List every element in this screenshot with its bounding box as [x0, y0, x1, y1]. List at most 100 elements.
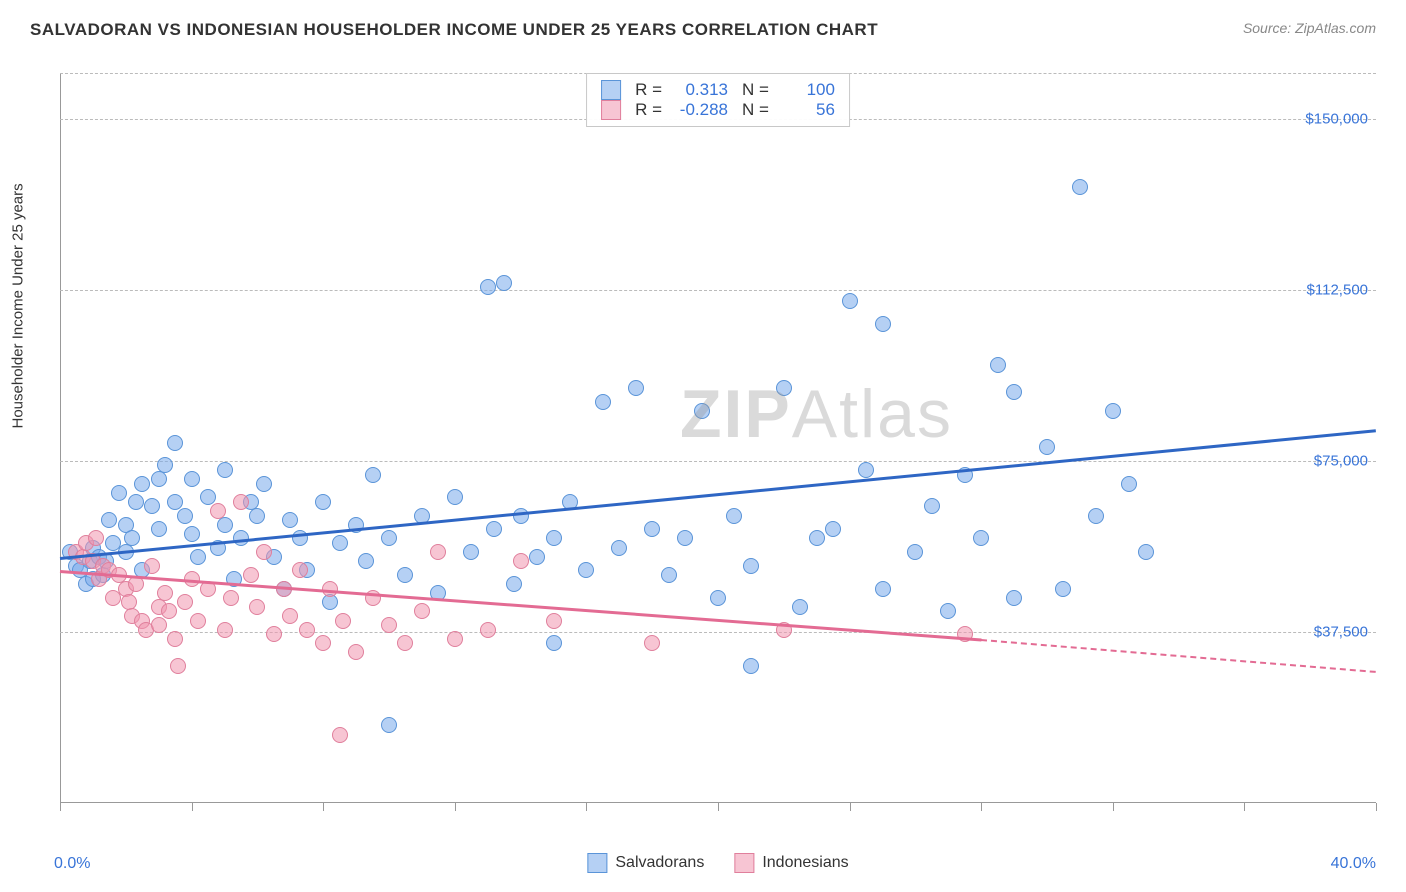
chart-area: $37,500$75,000$112,500$150,000 ZIPAtlas …	[60, 65, 1376, 835]
trend-line	[981, 639, 1376, 673]
source-label: Source: ZipAtlas.com	[1243, 20, 1376, 40]
stats-row-1: R = 0.313 N = 100	[601, 80, 835, 100]
y-tick-label: $112,500	[1307, 281, 1368, 298]
data-point	[1006, 384, 1022, 400]
data-point	[381, 617, 397, 633]
data-point	[1138, 544, 1154, 560]
trend-line	[60, 429, 1376, 560]
data-point	[825, 521, 841, 537]
data-point	[480, 622, 496, 638]
data-point	[88, 530, 104, 546]
x-label-left: 0.0%	[54, 855, 90, 873]
data-point	[776, 380, 792, 396]
data-point	[1006, 590, 1022, 606]
data-point	[381, 530, 397, 546]
x-tick	[850, 803, 851, 811]
data-point	[1121, 476, 1137, 492]
data-point	[124, 530, 140, 546]
legend-swatch-1	[587, 853, 607, 873]
data-point	[157, 457, 173, 473]
data-point	[628, 380, 644, 396]
data-point	[578, 562, 594, 578]
data-point	[595, 394, 611, 410]
data-point	[223, 590, 239, 606]
data-point	[677, 530, 693, 546]
x-label-right: 40.0%	[1331, 855, 1376, 873]
y-tick-label: $37,500	[1314, 623, 1368, 640]
data-point	[365, 467, 381, 483]
data-point	[447, 489, 463, 505]
data-point	[463, 544, 479, 560]
data-point	[282, 608, 298, 624]
n-value-1: 100	[777, 80, 835, 100]
x-tick	[192, 803, 193, 811]
x-tick	[981, 803, 982, 811]
data-point	[924, 498, 940, 514]
data-point	[161, 603, 177, 619]
data-point	[694, 403, 710, 419]
plot-region: $37,500$75,000$112,500$150,000	[60, 65, 1376, 835]
legend-label-2: Indonesians	[762, 854, 848, 872]
data-point	[144, 498, 160, 514]
data-point	[177, 594, 193, 610]
data-point	[710, 590, 726, 606]
stats-row-2: R = -0.288 N = 56	[601, 100, 835, 120]
data-point	[157, 585, 173, 601]
data-point	[217, 462, 233, 478]
data-point	[414, 603, 430, 619]
data-point	[167, 631, 183, 647]
data-point	[233, 494, 249, 510]
data-point	[480, 279, 496, 295]
x-tick	[1244, 803, 1245, 811]
data-point	[282, 512, 298, 528]
data-point	[546, 530, 562, 546]
data-point	[151, 617, 167, 633]
data-point	[644, 635, 660, 651]
x-tick	[586, 803, 587, 811]
data-point	[486, 521, 502, 537]
data-point	[332, 727, 348, 743]
data-point	[990, 357, 1006, 373]
data-point	[875, 581, 891, 597]
data-point	[726, 508, 742, 524]
data-point	[496, 275, 512, 291]
data-point	[644, 521, 660, 537]
data-point	[358, 553, 374, 569]
header: SALVADORAN VS INDONESIAN HOUSEHOLDER INC…	[0, 0, 1406, 48]
x-tick	[60, 803, 61, 811]
x-tick	[718, 803, 719, 811]
data-point	[513, 553, 529, 569]
data-point	[190, 613, 206, 629]
data-point	[1088, 508, 1104, 524]
data-point	[1055, 581, 1071, 597]
data-point	[151, 471, 167, 487]
swatch-series-2	[601, 100, 621, 120]
data-point	[907, 544, 923, 560]
data-point	[170, 658, 186, 674]
swatch-series-1	[601, 80, 621, 100]
data-point	[217, 622, 233, 638]
data-point	[381, 717, 397, 733]
grid-line	[60, 632, 1376, 633]
data-point	[430, 544, 446, 560]
data-point	[1039, 439, 1055, 455]
data-point	[1105, 403, 1121, 419]
data-point	[792, 599, 808, 615]
legend-item-2: Indonesians	[734, 853, 848, 873]
data-point	[256, 476, 272, 492]
data-point	[661, 567, 677, 583]
data-point	[529, 549, 545, 565]
data-point	[134, 476, 150, 492]
y-tick-label: $75,000	[1314, 452, 1368, 469]
data-point	[842, 293, 858, 309]
data-point	[858, 462, 874, 478]
x-tick	[323, 803, 324, 811]
data-point	[151, 521, 167, 537]
x-tick	[1376, 803, 1377, 811]
data-point	[322, 594, 338, 610]
data-point	[397, 567, 413, 583]
data-point	[177, 508, 193, 524]
data-point	[299, 622, 315, 638]
data-point	[249, 508, 265, 524]
y-axis-label: Householder Income Under 25 years	[10, 183, 27, 428]
